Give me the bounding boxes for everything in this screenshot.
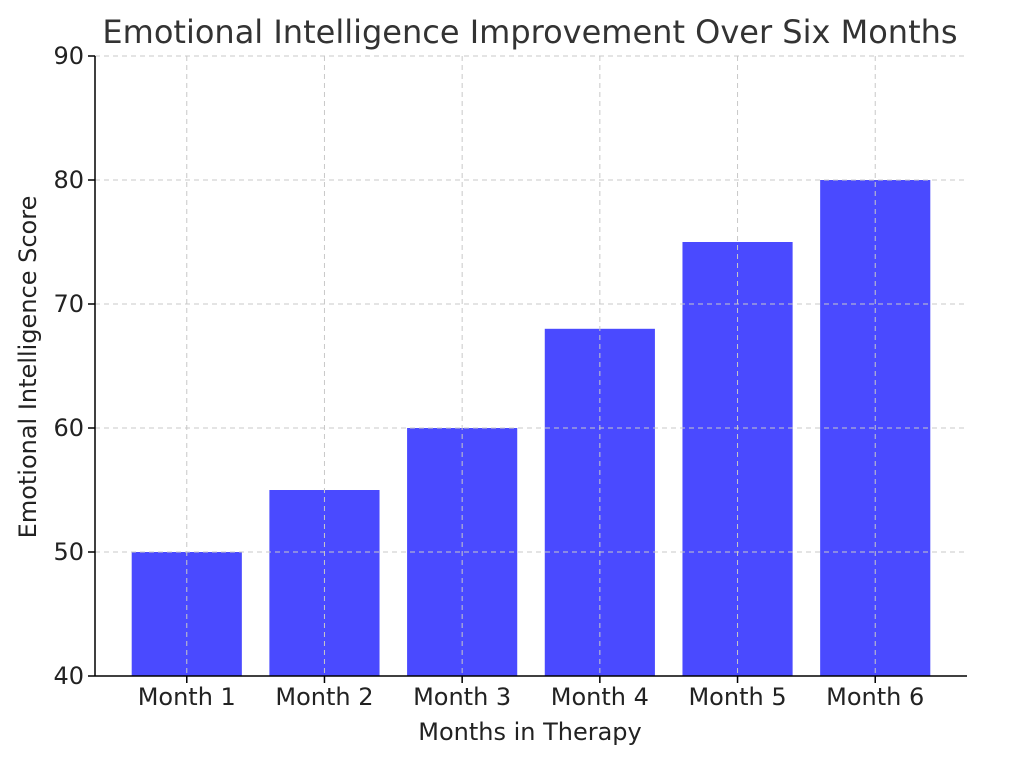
grid — [95, 55, 967, 676]
y-tick-label: 90 — [53, 42, 84, 70]
x-tick-label: Month 5 — [688, 683, 786, 711]
x-tick-label: Month 6 — [826, 683, 924, 711]
x-tick-label: Month 2 — [275, 683, 373, 711]
tick-labels: 40 50 60 70 80 90 Month 1 Month 2 Month 3 Month 4… — [53, 42, 924, 711]
y-tick-label: 60 — [53, 414, 84, 442]
y-tick-label: 40 — [53, 662, 84, 690]
chart-title: Emotional Intelligence Improvement Over … — [102, 13, 957, 51]
axes — [88, 55, 967, 683]
x-tick-label: Month 4 — [551, 683, 649, 711]
x-axis-label: Months in Therapy — [418, 718, 642, 746]
y-axis-label: Emotional Intelligence Score — [14, 196, 42, 539]
y-tick-label: 50 — [53, 538, 84, 566]
y-tick-label: 70 — [53, 290, 84, 318]
x-tick-label: Month 3 — [413, 683, 511, 711]
x-tick-label: Month 1 — [138, 683, 236, 711]
y-tick-label: 80 — [53, 166, 84, 194]
bar — [682, 242, 793, 676]
